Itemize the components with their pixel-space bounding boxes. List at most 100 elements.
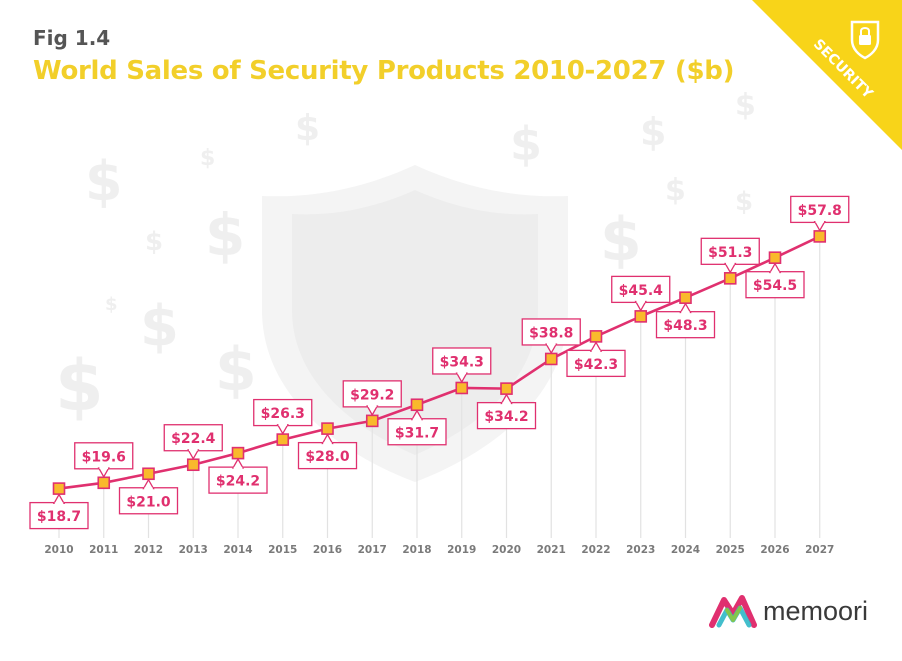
brand-name: memoori bbox=[762, 595, 868, 626]
callout-box bbox=[790, 195, 850, 224]
callout-pointer-join bbox=[367, 404, 377, 408]
data-label: $45.4 bbox=[619, 283, 664, 299]
callout-box bbox=[29, 501, 89, 530]
callout-pointer bbox=[813, 220, 826, 232]
data-point bbox=[768, 251, 782, 264]
callout-pointer bbox=[589, 341, 603, 352]
dollar-icon: $ bbox=[215, 335, 257, 405]
callout-pointer bbox=[724, 262, 737, 274]
dollar-icon: $ bbox=[105, 294, 118, 315]
brand: memoori bbox=[708, 592, 868, 630]
callout-box bbox=[118, 487, 179, 515]
x-tick-label: 2023 bbox=[626, 544, 655, 556]
dollar-icon: $ bbox=[295, 108, 320, 149]
dollar-icon: $ bbox=[85, 150, 123, 213]
callout-box bbox=[476, 401, 537, 430]
data-label: $29.2 bbox=[350, 387, 394, 403]
dollar-icon: $ bbox=[665, 173, 686, 208]
data-point bbox=[365, 414, 379, 428]
data-label: $48.3 bbox=[663, 318, 707, 334]
x-tick-label: 2016 bbox=[313, 544, 342, 556]
data-point bbox=[723, 272, 737, 285]
data-label: $24.2 bbox=[216, 474, 260, 490]
callout-box bbox=[745, 271, 805, 299]
data-label: $19.6 bbox=[82, 449, 126, 465]
chart-title: World Sales of Security Products 2010-20… bbox=[33, 56, 735, 86]
security-badge: SECURITY bbox=[752, 0, 902, 150]
x-tick-label: 2024 bbox=[671, 544, 700, 556]
data-label: $57.8 bbox=[798, 203, 842, 219]
callout-pointer-join bbox=[725, 262, 735, 265]
callout-pointer-join bbox=[412, 418, 422, 421]
dollar-icon: $ bbox=[200, 146, 215, 171]
callout-box bbox=[163, 424, 223, 452]
callout-pointer-join bbox=[233, 466, 243, 470]
callout-pointer bbox=[231, 457, 245, 469]
dollar-icon: $ bbox=[735, 88, 756, 123]
data-point bbox=[544, 352, 558, 366]
lock-icon bbox=[850, 20, 880, 60]
callout-box bbox=[611, 275, 671, 304]
x-tick-label: 2011 bbox=[89, 544, 118, 556]
callout-pointer bbox=[634, 300, 647, 312]
memoori-logo-icon bbox=[708, 595, 757, 628]
dollar-icon: $ bbox=[55, 345, 104, 427]
dollar-icon: $ bbox=[205, 201, 245, 269]
data-point bbox=[410, 398, 424, 412]
callout-box bbox=[208, 466, 268, 494]
x-tick-label: 2020 bbox=[492, 544, 521, 556]
callout-pointer bbox=[97, 467, 110, 479]
x-tick-label: 2015 bbox=[268, 544, 297, 556]
callout-pointer-join bbox=[144, 487, 153, 490]
callout-pointer-join bbox=[681, 311, 690, 314]
data-label: $38.8 bbox=[529, 325, 573, 341]
x-tick-label: 2025 bbox=[716, 544, 745, 556]
series-line bbox=[58, 235, 821, 490]
data-point bbox=[231, 446, 245, 460]
dollar-icon: $ bbox=[510, 117, 542, 171]
callout-pointer bbox=[276, 424, 289, 435]
callout-pointer-join bbox=[323, 442, 332, 445]
x-tick-label: 2010 bbox=[44, 544, 73, 556]
callout-pointer-join bbox=[502, 402, 511, 405]
callout-pointer bbox=[187, 449, 200, 461]
x-tick-label: 2019 bbox=[447, 544, 476, 556]
callout-box bbox=[297, 441, 358, 470]
data-label: $34.3 bbox=[440, 354, 484, 370]
x-tick-label: 2017 bbox=[358, 544, 387, 556]
callout-pointer bbox=[52, 493, 66, 505]
callout-pointer-join bbox=[815, 220, 825, 223]
data-label: $54.5 bbox=[753, 278, 797, 294]
dollar-icon: $ bbox=[145, 227, 163, 257]
data-label: $22.4 bbox=[171, 431, 216, 447]
data-label: $31.7 bbox=[395, 425, 439, 441]
data-label: $51.3 bbox=[708, 245, 752, 261]
data-point bbox=[97, 476, 111, 490]
dollar-icon: $ bbox=[735, 187, 753, 217]
dollar-icon: $ bbox=[140, 294, 179, 359]
callout-pointer-join bbox=[54, 502, 64, 505]
x-tick-label: 2018 bbox=[402, 544, 431, 556]
data-point bbox=[589, 330, 603, 343]
data-label: $18.7 bbox=[37, 509, 81, 525]
dollar-icon: $ bbox=[600, 205, 642, 275]
callout-pointer-join bbox=[188, 448, 198, 451]
data-point bbox=[634, 310, 648, 323]
callout-pointer-join bbox=[546, 342, 556, 346]
x-tick-label: 2014 bbox=[223, 544, 252, 556]
data-label: $34.2 bbox=[484, 409, 528, 425]
callout-pointer-join bbox=[770, 271, 780, 274]
data-point bbox=[500, 382, 513, 395]
x-tick-label: 2021 bbox=[537, 544, 566, 556]
data-point bbox=[52, 482, 66, 495]
x-tick-label: 2026 bbox=[760, 544, 789, 556]
callout-pointer bbox=[679, 302, 692, 314]
data-point bbox=[142, 467, 155, 481]
figure-label: Fig 1.4 bbox=[33, 26, 111, 50]
callout-box bbox=[74, 442, 134, 470]
data-point bbox=[679, 291, 692, 304]
x-tick-label: 2013 bbox=[179, 544, 208, 556]
callout-pointer-join bbox=[591, 350, 601, 353]
data-point bbox=[186, 458, 200, 472]
